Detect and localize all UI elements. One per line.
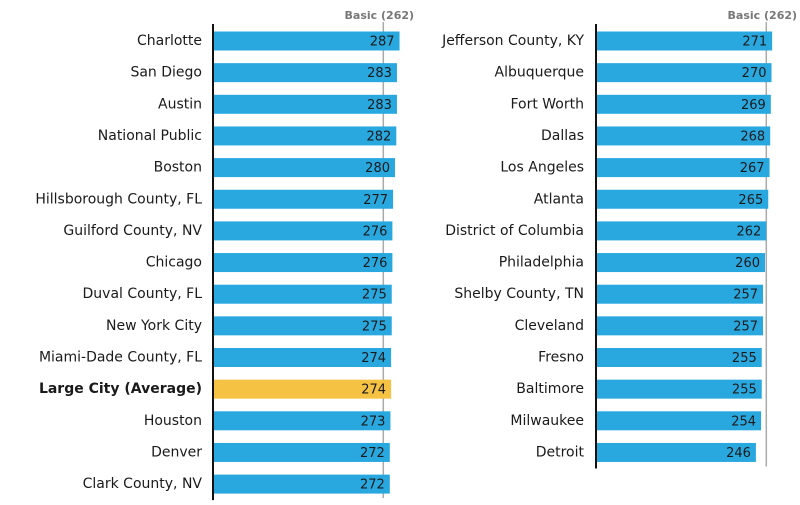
bar (214, 348, 392, 367)
value-label: 274 (361, 351, 386, 366)
value-label: 276 (363, 256, 388, 271)
bar (597, 411, 762, 431)
value-label: 246 (726, 446, 751, 461)
bar (214, 158, 395, 178)
bar (597, 442, 756, 462)
category-label: Charlotte (137, 33, 202, 49)
bar (597, 94, 771, 114)
category-label: Chicago (146, 255, 202, 271)
category-label: Los Angeles (500, 160, 584, 176)
value-label: 257 (733, 288, 758, 303)
category-label: Dallas (541, 128, 584, 144)
bar (597, 189, 769, 209)
category-label: Shelby County, TN (454, 286, 584, 302)
reference-label: Basic (262) (728, 9, 798, 22)
category-label: Boston (154, 160, 202, 176)
value-label: 255 (732, 383, 757, 398)
value-label: 280 (365, 161, 390, 176)
bar (597, 31, 773, 51)
bar (214, 442, 390, 462)
value-label: 272 (360, 478, 385, 493)
value-label: 276 (363, 224, 388, 239)
category-label: Fresno (538, 350, 584, 366)
value-label: 254 (731, 414, 756, 429)
value-label: 282 (366, 129, 391, 144)
bar (214, 411, 391, 431)
category-label: Atlanta (534, 191, 584, 207)
category-label: Philadelphia (499, 255, 584, 271)
value-label: 271 (742, 35, 767, 50)
bar (597, 253, 765, 273)
category-label: Denver (151, 444, 202, 460)
category-label: Detroit (536, 444, 585, 460)
value-label: 283 (367, 66, 392, 81)
value-label: 268 (740, 129, 765, 144)
value-label: 272 (360, 446, 385, 461)
category-label: Duval County, FL (83, 286, 203, 302)
value-label: 255 (732, 351, 757, 366)
category-label: Jefferson County, KY (441, 33, 584, 49)
category-label: Houston (144, 413, 202, 429)
category-label: Albuquerque (495, 65, 584, 81)
value-label: 277 (363, 193, 388, 208)
bar (597, 348, 762, 367)
bar (597, 221, 767, 241)
bar (214, 284, 392, 304)
category-label: Large City (Average) (39, 381, 202, 397)
category-label: Guilford County, NV (63, 223, 202, 239)
value-label: 273 (361, 414, 386, 429)
value-label: 269 (741, 98, 766, 113)
bar (214, 316, 392, 336)
value-label: 265 (738, 193, 763, 208)
value-label: 287 (370, 35, 395, 50)
category-label: Fort Worth (510, 96, 584, 112)
value-label: 283 (367, 98, 392, 113)
category-label: San Diego (130, 65, 202, 81)
category-label: National Public (98, 128, 202, 144)
value-label: 275 (362, 288, 387, 303)
category-label: New York City (106, 318, 202, 334)
value-label: 267 (740, 161, 765, 176)
bar (214, 379, 392, 399)
value-label: 260 (735, 256, 760, 271)
value-label: 274 (361, 383, 386, 398)
category-label: Clark County, NV (83, 476, 203, 492)
bar (597, 126, 771, 146)
bar (214, 126, 397, 146)
bar (214, 474, 390, 494)
reference-label: Basic (262) (345, 9, 415, 22)
bar (597, 284, 764, 304)
category-label: Cleveland (515, 318, 584, 334)
bar (214, 31, 400, 51)
bar (214, 94, 397, 114)
category-label: Milwaukee (510, 413, 584, 429)
value-label: 262 (736, 224, 761, 239)
value-label: 257 (733, 319, 758, 334)
bar (214, 189, 394, 209)
bar (597, 316, 764, 336)
category-label: Baltimore (516, 381, 584, 397)
bar (597, 379, 762, 399)
category-label: District of Columbia (445, 223, 584, 239)
bar (214, 221, 393, 241)
bar (214, 63, 397, 83)
value-label: 275 (362, 319, 387, 334)
category-label: Miami-Dade County, FL (39, 350, 202, 366)
bar (597, 63, 772, 83)
bar (214, 253, 393, 273)
bar (597, 158, 770, 178)
category-label: Hillsborough County, FL (35, 191, 202, 207)
category-label: Austin (158, 96, 202, 112)
value-label: 270 (742, 66, 767, 81)
